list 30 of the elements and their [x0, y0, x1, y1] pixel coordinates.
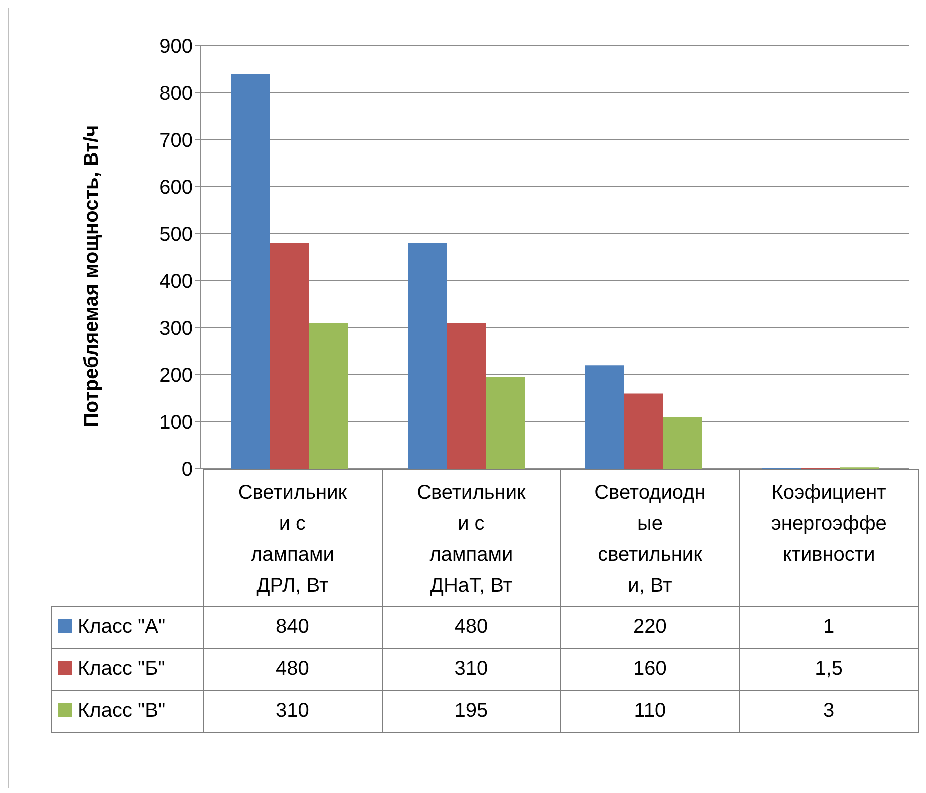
data-label: 195: [382, 690, 561, 732]
legend-label: Класс "А": [52, 606, 204, 648]
data-label: 840: [203, 606, 382, 648]
y-tick-label: 800: [160, 83, 193, 106]
x-tick-label: Светильники с лампами ДНаТ, Вт: [416, 481, 527, 599]
data-label: 1: [740, 606, 918, 648]
y-tick-label: 400: [160, 271, 193, 294]
y-tick-label: 600: [160, 177, 193, 200]
data-label: 310: [203, 690, 382, 732]
data-label: 3: [740, 690, 918, 732]
data-label: 160: [560, 648, 740, 690]
x-tick-label: Светильники с лампами ДРЛ, Вт: [237, 481, 348, 599]
data-label: 220: [560, 606, 740, 648]
legend-label: Класс "Б": [52, 648, 204, 690]
data-label: 110: [560, 690, 740, 732]
legend-label: Класс "В": [52, 690, 204, 732]
y-tick-label: 0: [182, 459, 193, 482]
y-tick-label: 700: [160, 130, 193, 152]
y-tick-label: 200: [160, 365, 193, 388]
data-label: 480: [203, 648, 382, 690]
data-label: 480: [382, 606, 561, 648]
data-label: 1,5: [740, 648, 918, 690]
y-tick-label: 300: [160, 318, 193, 340]
x-tick-label: Коэфициент энергоэффективности: [770, 481, 888, 568]
y-tick-label: 500: [160, 224, 193, 246]
y-axis-title: Потребляемая мощность, Вт/ч: [81, 125, 104, 428]
y-tick-label: 900: [160, 36, 193, 58]
data-label: 310: [382, 648, 561, 690]
y-tick-label: 100: [160, 412, 193, 434]
x-tick-label: Светодиодные светильники, Вт: [594, 481, 707, 599]
